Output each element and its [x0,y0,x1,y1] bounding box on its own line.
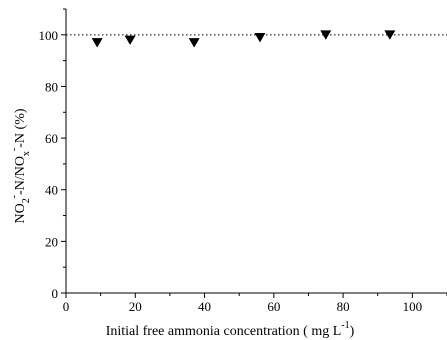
data-point [384,30,396,40]
y-tick-label: 60 [45,131,58,146]
y-axis-title-sup1: - [9,195,20,198]
data-point [254,33,266,43]
x-axis-title: Initial free ammonia concentration ( mg … [106,320,355,339]
y-axis-title-part2: -N/NO [13,156,28,195]
data-point [124,35,136,45]
data-point [320,30,332,40]
y-axis-title-part1: NO [13,203,28,223]
x-tick-label: 60 [267,299,280,314]
y-tick-label: 0 [52,286,59,301]
plot-area: 0 20 40 60 80 100 0 20 40 60 80 100 [39,8,447,314]
y-tick-label: 80 [45,79,58,94]
data-point [91,38,103,48]
y-axis-title-part3: -N (%) [13,108,28,148]
y-axis-title-sub2: x [21,151,32,156]
y-axis-title: NO2--N/NOx--N (%) [9,108,32,223]
x-tick-label: 40 [198,299,211,314]
y-axis-title-sup2: - [9,148,20,151]
y-axis-title-sub1: 2 [21,198,32,203]
x-tick-label: 80 [337,299,350,314]
x-tick-label: 0 [63,299,70,314]
data-point [188,38,200,48]
x-axis-title-suffix: ) [350,324,355,339]
x-tick-label: 100 [403,299,423,314]
x-axis-title-prefix: Initial free ammonia concentration ( mg … [106,324,342,339]
y-tick-label: 20 [45,234,58,249]
x-tick-label: 20 [129,299,142,314]
y-tick-label: 100 [39,28,59,43]
x-axis-title-sup: -1 [341,320,349,331]
y-tick-label: 40 [45,183,58,198]
